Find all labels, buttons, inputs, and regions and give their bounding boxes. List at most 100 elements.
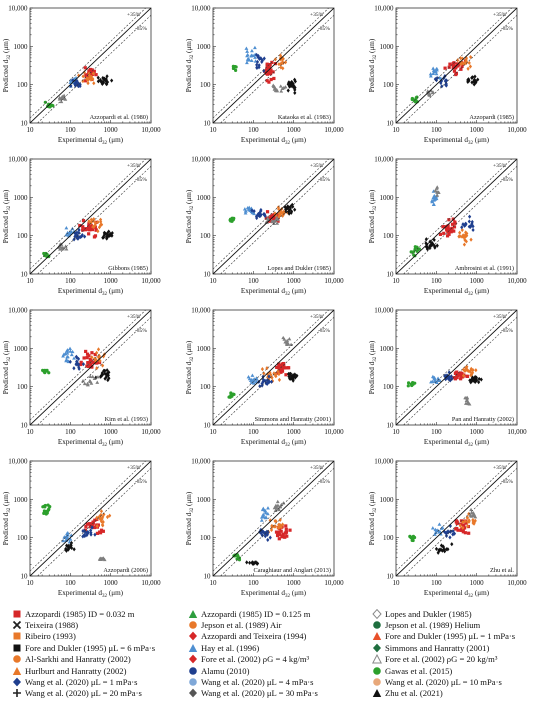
x-tick-label: 100 [431,277,442,285]
data-point [43,505,47,509]
data-point [437,378,442,382]
data-point [245,560,249,565]
panel-title: Caraghiaur and Anglart (2013) [254,567,331,574]
data-point [229,393,233,397]
data-point [259,531,263,536]
data-point [81,534,85,539]
data-point [467,224,471,229]
data-point [455,373,459,377]
panel-title: Lopes and Dukler (1985) [268,265,331,272]
data-point [105,514,110,520]
plus-icon [13,689,21,698]
y-tick-label: 10 [204,573,212,581]
data-point [104,81,108,86]
data-point [451,528,455,534]
data-point [282,209,286,214]
data-point [108,513,112,518]
legend: Azzopardi (1985) ID = 0.032 m Azzopardi (… [10,608,546,700]
minus-35-line [220,14,334,123]
legend-item: Ribeiro (1993) [12,631,76,642]
data-point [101,514,105,520]
x-tick-label: 10,000 [507,579,527,587]
legend-label: Alamu (2010) [201,665,250,676]
circle-icon [13,655,21,663]
legend-label: Fore and Dukler (1995) μL = 6 mPa·s [25,642,156,653]
minus-35-line [403,14,517,123]
x-tick-label: 10,000 [507,277,527,285]
data-point [281,532,285,536]
data-point [263,515,268,520]
minus-35-line [37,165,151,274]
y-tick-label: 10 [21,422,29,430]
data-point [431,202,436,206]
minus-35-line [220,467,334,576]
x-tick-label: 10,000 [507,428,527,436]
data-point [84,349,88,354]
x-tick-label: 10,000 [141,277,161,285]
x-tick-label: 1000 [104,126,119,134]
data-point [85,522,89,526]
data-point [87,222,91,226]
data-point [93,352,97,357]
y-tick-label: 10,000 [374,156,394,164]
data-point [246,57,251,61]
plot-content [30,159,151,274]
y-axis-label: Predicted d32 (μm) [2,38,12,92]
x-axis-label: Experimental d32 (μm) [58,438,124,448]
legend-item: Jepson et al. (1989) Air [188,619,281,630]
x-tick-label: 1000 [470,428,485,436]
identity-line [213,461,334,576]
data-point [75,355,79,360]
data-point [89,362,93,367]
data-point [450,222,455,226]
diamond-icon [13,677,21,687]
data-point [283,531,287,535]
data-point [460,371,464,376]
circle-icon [189,621,197,629]
data-point [447,370,451,375]
x-tick-label: 1000 [287,428,302,436]
data-point [463,395,468,400]
y-tick-label: 10,000 [374,307,394,315]
data-point [431,242,435,247]
data-point [105,74,109,79]
data-point [293,372,297,377]
x-tick-label: 100 [431,126,442,134]
data-point [285,342,289,347]
data-point [293,79,297,84]
data-point [67,545,71,550]
data-point [438,232,443,236]
identity-line [30,159,151,274]
data-point [290,374,294,380]
data-point [92,69,96,73]
y-tick-label: 10,000 [374,5,394,13]
x-tick-label: 100 [65,579,76,587]
legend-item: Wang et al. (2020) μL = 10 mPa·s [372,676,502,687]
data-point [456,528,460,532]
data-point [46,503,50,507]
data-point [86,77,90,83]
legend-item: Hay et al. (1996) [188,642,259,653]
data-point [87,227,91,232]
legend-label: Fore et al. (2002) ρG = 4 kg/m³ [201,654,310,665]
panel-title: Azzopardi (1985) [469,114,514,121]
data-point [282,365,286,369]
data-point [97,225,102,230]
x-tick-label: 10 [210,277,218,285]
data-point [66,233,71,237]
x-tick-label: 10,000 [507,126,527,134]
x-tick-label: 10 [393,277,401,285]
panel-title: Azzopardi et al. (1980) [90,114,148,121]
data-point [414,98,418,102]
data-point [90,525,94,530]
data-point [92,235,97,239]
data-point [474,376,478,381]
data-point [82,381,87,386]
data-point [92,525,97,530]
data-point [263,534,267,539]
data-point [96,75,100,80]
